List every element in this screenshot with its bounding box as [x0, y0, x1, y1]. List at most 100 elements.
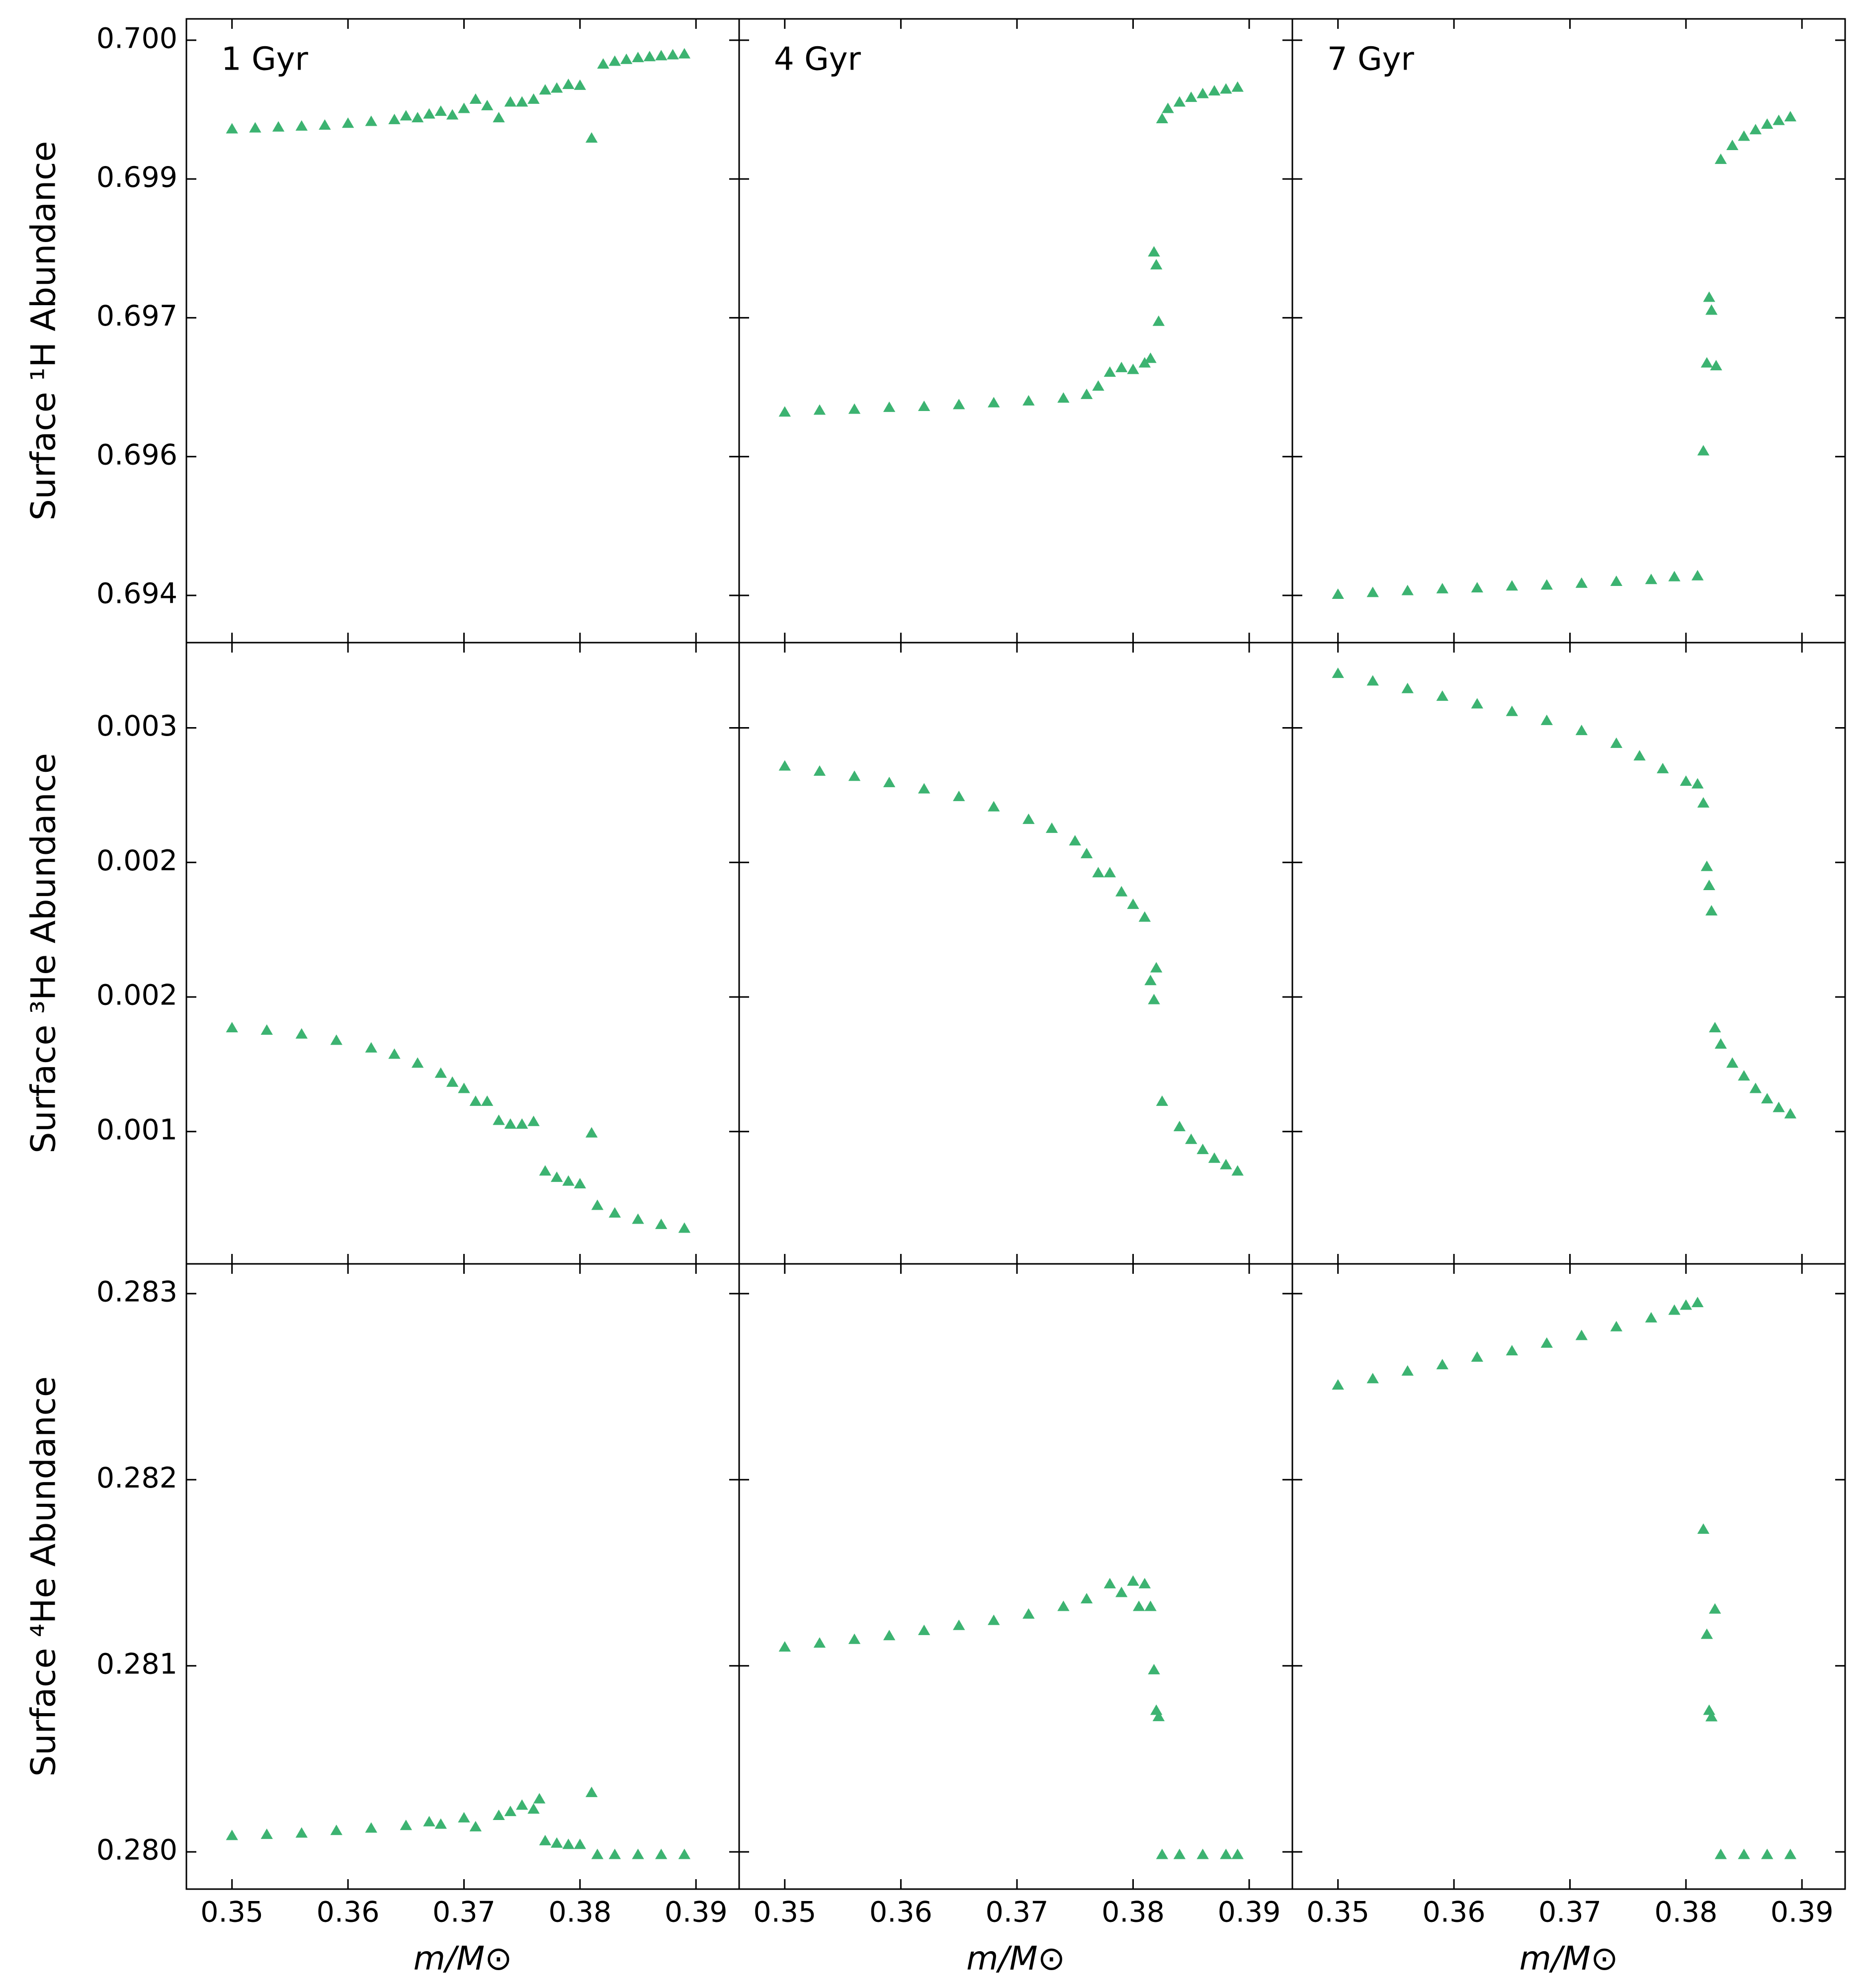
data-point — [585, 1786, 598, 1797]
data-point — [988, 801, 1000, 812]
data-point — [678, 1848, 691, 1859]
data-point — [365, 1042, 377, 1053]
data-point — [608, 1848, 621, 1859]
data-point — [883, 401, 896, 412]
data-point — [423, 1816, 435, 1826]
panel-title: 1 Gyr — [221, 41, 309, 78]
data-point — [411, 1057, 424, 1068]
data-point — [434, 1818, 447, 1829]
data-point — [1144, 352, 1157, 363]
data-point — [527, 93, 540, 104]
data-point — [1045, 822, 1058, 833]
data-point — [1610, 737, 1622, 748]
data-point — [411, 112, 424, 123]
y-tick-label: 0.002 — [96, 844, 177, 877]
x-tick-label: 0.38 — [1101, 1896, 1165, 1929]
data-point — [1697, 797, 1710, 808]
x-tick-label: 0.35 — [1306, 1896, 1369, 1929]
data-point — [1540, 1337, 1553, 1348]
data-point — [1633, 750, 1646, 761]
data-point — [1196, 1144, 1209, 1155]
data-point — [1366, 675, 1379, 686]
data-point — [1069, 835, 1081, 846]
data-point — [260, 1828, 273, 1839]
data-point — [539, 1834, 551, 1845]
data-point — [1220, 1159, 1232, 1169]
data-point — [1575, 577, 1588, 588]
data-point — [1103, 1577, 1116, 1588]
x-axis-label: m/M⊙ — [966, 1939, 1065, 1978]
data-point — [493, 112, 505, 123]
data-point — [1144, 975, 1157, 986]
data-point — [1761, 1093, 1774, 1104]
data-point — [1691, 778, 1704, 789]
data-point — [1726, 1057, 1739, 1068]
data-point — [632, 52, 644, 63]
data-point — [632, 1213, 644, 1224]
data-point — [1138, 357, 1151, 368]
data-point — [918, 783, 931, 794]
data-point — [883, 776, 896, 787]
data-point — [1708, 1603, 1721, 1614]
panel-frame — [1291, 1263, 1846, 1890]
data-point — [1173, 96, 1186, 107]
data-point — [1645, 574, 1657, 584]
data-point — [1401, 1365, 1414, 1376]
data-point — [469, 1095, 482, 1106]
data-point — [918, 1624, 931, 1635]
data-point — [1540, 714, 1553, 725]
data-point — [1080, 1593, 1093, 1604]
data-point — [1152, 315, 1165, 326]
data-point — [1022, 1608, 1035, 1619]
data-point — [1115, 1586, 1128, 1597]
data-point — [1471, 698, 1483, 709]
x-tick-label: 0.39 — [665, 1896, 728, 1929]
data-point — [574, 79, 586, 90]
data-point — [1115, 361, 1128, 372]
data-point — [1173, 1848, 1186, 1859]
data-point — [1761, 118, 1774, 129]
data-point — [1080, 388, 1093, 399]
data-point — [1148, 1663, 1160, 1674]
data-point — [591, 1199, 604, 1210]
data-point — [295, 1028, 308, 1039]
data-point — [550, 1171, 563, 1182]
data-point — [1726, 139, 1739, 150]
data-point — [1680, 775, 1692, 786]
data-point — [1705, 1711, 1718, 1722]
data-point — [1366, 586, 1379, 597]
data-point — [1057, 1600, 1070, 1611]
data-point — [1700, 357, 1713, 368]
data-point — [504, 96, 516, 107]
data-point — [918, 401, 931, 412]
x-tick-label: 0.36 — [1423, 1896, 1486, 1929]
data-point — [1152, 1711, 1165, 1722]
data-point — [550, 1837, 563, 1848]
panel-frame — [738, 642, 1293, 1265]
data-point — [1691, 570, 1704, 580]
data-point — [319, 119, 331, 130]
data-point — [527, 1115, 540, 1126]
data-point — [655, 1218, 668, 1229]
x-tick-label: 0.39 — [1771, 1896, 1834, 1929]
data-point — [1471, 1351, 1483, 1362]
data-point — [1022, 395, 1035, 406]
data-point — [952, 399, 965, 410]
data-point — [1668, 1304, 1681, 1315]
data-point — [883, 1630, 896, 1641]
data-point — [952, 1619, 965, 1630]
data-point — [1156, 1848, 1169, 1859]
data-point — [1208, 1152, 1221, 1163]
data-point — [1127, 1575, 1139, 1586]
data-point — [1401, 682, 1414, 693]
data-point — [1714, 1848, 1727, 1859]
data-point — [597, 58, 609, 69]
data-point — [1645, 1312, 1657, 1323]
data-point — [1436, 582, 1448, 593]
data-point — [1575, 1329, 1588, 1340]
data-point — [1656, 762, 1669, 773]
data-point — [1610, 1321, 1622, 1331]
data-point — [1173, 1121, 1186, 1132]
data-point — [341, 117, 354, 128]
